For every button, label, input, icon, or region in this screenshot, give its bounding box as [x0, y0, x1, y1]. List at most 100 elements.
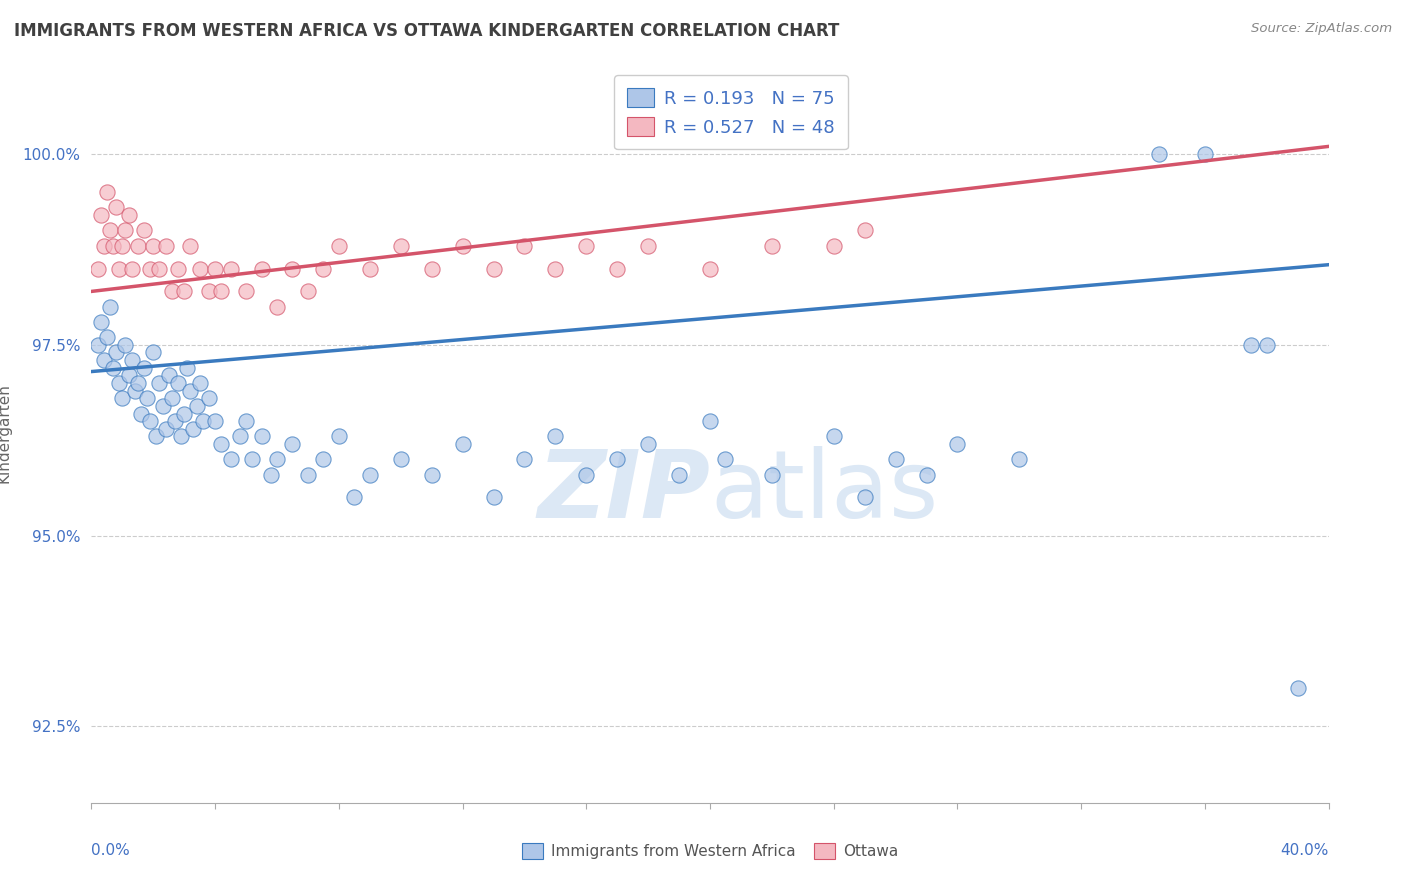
Point [139, 414, 162, 428]
Point [451, 437, 474, 451]
Point [108, 376, 131, 390]
Legend: Immigrants from Western Africa, Ottawa: Immigrants from Western Africa, Ottawa [516, 838, 904, 865]
Point [204, 261, 226, 276]
Point [606, 452, 628, 467]
Point [575, 467, 598, 482]
Point [219, 452, 242, 467]
Point [482, 261, 505, 276]
Point [359, 261, 381, 276]
Point [761, 238, 783, 252]
Point [96, 185, 118, 199]
Text: 40.0%: 40.0% [1281, 843, 1329, 858]
Point [173, 407, 195, 421]
Point [544, 429, 567, 443]
Point [173, 285, 195, 299]
Point [266, 452, 288, 467]
Point [761, 467, 783, 482]
Point [260, 467, 283, 482]
Y-axis label: Kindergarten: Kindergarten [0, 383, 11, 483]
Point [884, 452, 907, 467]
Point [136, 391, 159, 405]
Point [1194, 147, 1216, 161]
Point [235, 285, 257, 299]
Point [1008, 452, 1031, 467]
Point [1147, 147, 1170, 161]
Point [198, 391, 221, 405]
Point [148, 376, 170, 390]
Point [117, 208, 139, 222]
Point [129, 407, 152, 421]
Point [513, 238, 536, 252]
Point [157, 368, 180, 383]
Point [86, 261, 108, 276]
Point [117, 368, 139, 383]
Point [142, 238, 165, 252]
Point [853, 223, 876, 237]
Point [155, 238, 177, 252]
Point [714, 452, 737, 467]
Point [328, 429, 350, 443]
Point [451, 238, 474, 252]
Point [915, 467, 938, 482]
Point [513, 452, 536, 467]
Point [93, 353, 115, 368]
Point [98, 300, 121, 314]
Point [699, 414, 721, 428]
Point [250, 261, 273, 276]
Point [823, 238, 845, 252]
Point [145, 429, 167, 443]
Point [281, 437, 304, 451]
Point [235, 414, 257, 428]
Text: atlas: atlas [710, 446, 938, 538]
Point [946, 437, 969, 451]
Point [328, 238, 350, 252]
Point [1286, 681, 1309, 696]
Point [482, 491, 505, 505]
Point [167, 376, 190, 390]
Point [183, 422, 205, 436]
Point [188, 376, 211, 390]
Point [132, 223, 155, 237]
Point [240, 452, 263, 467]
Point [160, 391, 183, 405]
Point [176, 360, 198, 375]
Point [90, 315, 112, 329]
Point [86, 338, 108, 352]
Point [127, 238, 149, 252]
Point [312, 261, 335, 276]
Point [124, 384, 146, 398]
Point [179, 384, 201, 398]
Point [389, 238, 412, 252]
Point [90, 208, 112, 222]
Point [191, 414, 214, 428]
Point [121, 353, 143, 368]
Point [297, 467, 319, 482]
Point [163, 414, 186, 428]
Point [668, 467, 690, 482]
Point [148, 261, 170, 276]
Point [420, 261, 443, 276]
Point [96, 330, 118, 344]
Point [139, 261, 162, 276]
Point [699, 261, 721, 276]
Point [188, 261, 211, 276]
Point [229, 429, 252, 443]
Point [219, 261, 242, 276]
Point [343, 491, 366, 505]
Point [111, 238, 134, 252]
Point [114, 223, 136, 237]
Point [101, 238, 124, 252]
Point [111, 391, 134, 405]
Point [152, 399, 174, 413]
Point [127, 376, 149, 390]
Point [204, 414, 226, 428]
Point [637, 238, 659, 252]
Point [170, 429, 193, 443]
Text: ZIP: ZIP [537, 446, 710, 538]
Point [420, 467, 443, 482]
Point [167, 261, 190, 276]
Point [1256, 338, 1278, 352]
Point [281, 261, 304, 276]
Point [105, 201, 128, 215]
Point [105, 345, 128, 359]
